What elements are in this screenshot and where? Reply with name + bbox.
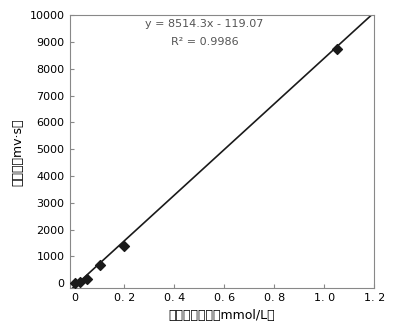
Point [333, 46, 340, 51]
Text: y = 8514.3x - 119.07: y = 8514.3x - 119.07 [145, 19, 264, 29]
Text: R² = 0.9986: R² = 0.9986 [171, 37, 238, 47]
Point [76, 279, 83, 284]
Point [121, 243, 128, 248]
X-axis label: 甲基磷酸浓度（mmol/L）: 甲基磷酸浓度（mmol/L） [169, 309, 275, 322]
Point [96, 262, 103, 267]
Y-axis label: 峰面积（mv·s）: 峰面积（mv·s） [11, 118, 24, 185]
Point [84, 276, 90, 281]
Point [71, 280, 78, 286]
